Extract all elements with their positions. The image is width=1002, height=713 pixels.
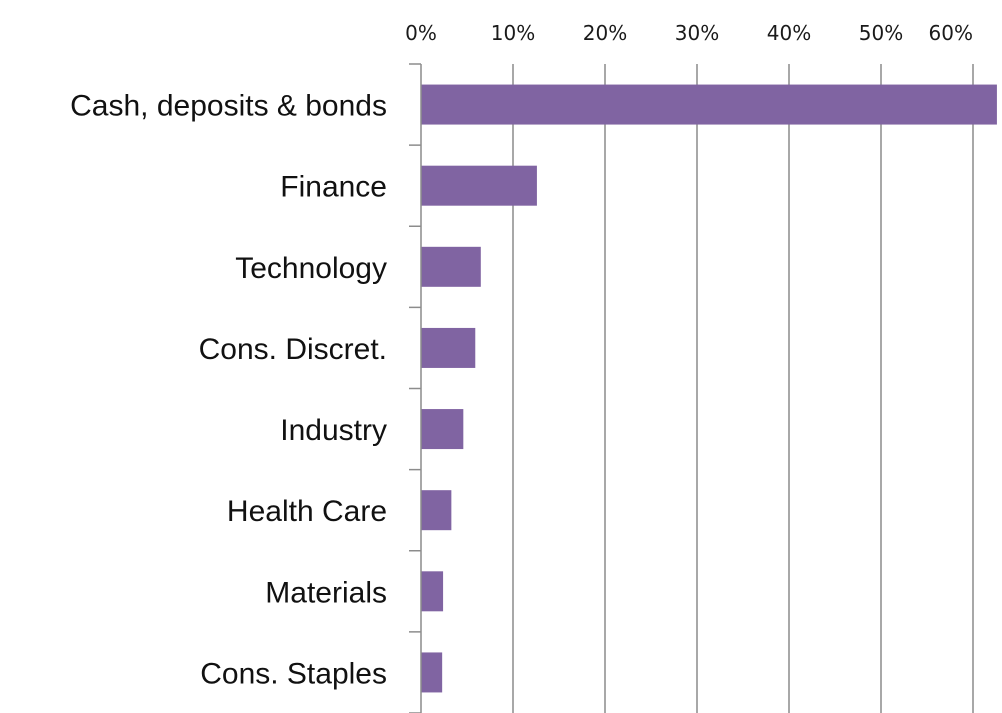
bar: [421, 490, 452, 531]
x-tick-label: 30%: [675, 21, 719, 45]
bar: [421, 571, 444, 612]
x-tick-label: 40%: [767, 21, 811, 45]
bars: [421, 84, 997, 693]
category-label: Technology: [235, 252, 387, 285]
category-labels: Cash, deposits & bonds Finance Technology C…: [70, 90, 387, 691]
bar: [421, 327, 476, 368]
category-label: Cash, deposits & bonds: [70, 90, 387, 123]
category-label: Industry: [280, 414, 387, 447]
bar: [421, 409, 464, 450]
x-axis-ticks: 0% 10% 20% 30% 40% 50% 60%: [405, 21, 973, 45]
gridlines: [512, 64, 974, 713]
bar: [421, 165, 537, 206]
x-tick-label: 60%: [929, 21, 973, 45]
category-label: Finance: [280, 171, 387, 204]
x-tick-label: 0%: [405, 21, 437, 45]
bar: [421, 84, 997, 125]
x-tick-label: 50%: [859, 21, 903, 45]
category-axis: [409, 63, 422, 713]
category-label: Cons. Staples: [200, 657, 387, 690]
x-tick-label: 20%: [583, 21, 627, 45]
category-label: Cons. Discret.: [199, 333, 387, 366]
x-tick-label: 10%: [491, 21, 535, 45]
bar: [421, 652, 443, 693]
category-label: Materials: [265, 576, 387, 609]
bar: [421, 246, 481, 287]
category-label: Health Care: [227, 495, 387, 528]
